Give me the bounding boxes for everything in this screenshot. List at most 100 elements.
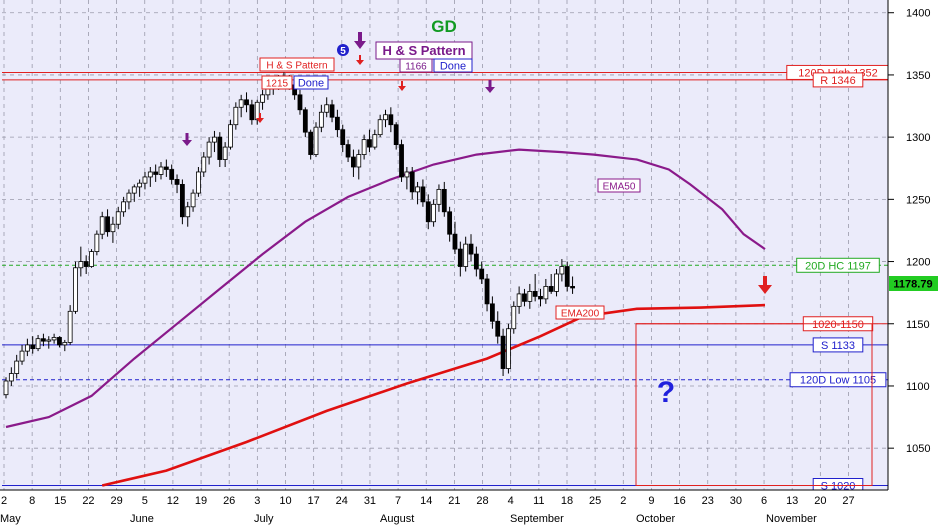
candle: [94, 230, 100, 256]
candle: [174, 174, 180, 194]
candle: [302, 107, 308, 138]
candle: [489, 296, 495, 329]
candle: [425, 194, 431, 230]
x-day-label: 6: [761, 495, 767, 507]
x-month-label: July: [254, 513, 274, 525]
x-day-label: 4: [508, 495, 514, 507]
y-axis: 1050 1100 1150 1200 1250 1300 1350 1400: [887, 0, 938, 528]
candle-body: [468, 243, 474, 255]
candle: [516, 286, 522, 314]
y-tick-label: 1400: [906, 8, 930, 20]
candle: [126, 189, 132, 210]
candle-body: [260, 94, 265, 103]
level-label: 20D HC 1197: [805, 260, 871, 272]
candle-body: [137, 182, 143, 188]
candle-body: [404, 171, 410, 178]
x-day-label: 22: [82, 495, 94, 507]
candle: [473, 246, 479, 277]
candle: [185, 201, 191, 227]
candle: [367, 129, 372, 153]
candle-body: [473, 253, 479, 270]
level-label-box: [812, 337, 864, 353]
candle: [57, 336, 62, 348]
candle-body: [495, 320, 501, 337]
candle-body: [367, 139, 372, 148]
candle-body: [30, 344, 36, 350]
ema200-line: [101, 303, 766, 487]
candle: [131, 184, 137, 202]
candle: [463, 236, 469, 272]
x-day-label: 17: [308, 495, 320, 507]
candle: [89, 249, 94, 268]
y-tick-label: 1150: [906, 319, 930, 331]
candle: [436, 184, 442, 212]
candle-body: [420, 186, 426, 203]
x-month-label: June: [130, 513, 154, 525]
candle-body: [89, 251, 94, 267]
label-1166: 1166: [405, 62, 427, 73]
level-label: S 1133: [821, 340, 855, 352]
done-2-label: Done: [440, 61, 466, 73]
candle-body: [532, 291, 538, 297]
candle-body: [51, 337, 57, 341]
candle: [190, 189, 196, 212]
ema200-label-box: [555, 305, 605, 320]
candle: [260, 89, 265, 110]
y-tick-label: 1300: [906, 132, 930, 144]
candle: [564, 261, 570, 292]
candle: [559, 259, 565, 282]
candle: [570, 276, 575, 294]
candle: [500, 328, 506, 377]
candle: [19, 344, 25, 365]
candle: [522, 288, 527, 307]
candle-body: [484, 278, 490, 305]
level-label-box: [789, 372, 887, 388]
candle-body: [441, 188, 447, 213]
x-day-label: 2: [1, 495, 7, 507]
candle: [105, 209, 110, 237]
x-day-label: 23: [702, 495, 714, 507]
x-day-label: 5: [142, 495, 148, 507]
candle: [484, 273, 490, 312]
question-mark: ?: [657, 376, 675, 409]
hs-pattern-small-label: H & S Pattern: [266, 61, 327, 72]
candle: [543, 278, 549, 304]
candle-body: [548, 286, 554, 292]
candle: [249, 99, 255, 125]
candle: [548, 273, 554, 294]
candle: [147, 166, 153, 187]
candle-body: [436, 188, 442, 205]
red-down-arrow-icon: [256, 113, 264, 123]
y-tick-label: 1350: [906, 70, 930, 82]
candle-body: [511, 305, 517, 330]
candle: [372, 129, 378, 150]
candle-body: [489, 303, 495, 322]
candle: [238, 94, 244, 118]
candle-body: [163, 166, 169, 170]
x-month-label: August: [380, 513, 414, 525]
candle-body: [110, 223, 116, 233]
y-tick-label: 1200: [906, 257, 930, 269]
level-label-box: [812, 72, 864, 88]
last-price-value: 1178.79: [893, 279, 932, 291]
candle: [318, 104, 324, 133]
candle-body: [126, 192, 132, 203]
x-day-label: 20: [814, 495, 826, 507]
wave-5-marker: [337, 44, 349, 56]
candle-body: [522, 293, 527, 302]
candle-body: [3, 380, 9, 396]
purple-down-arrow-icon: [354, 32, 366, 49]
candle-body: [8, 373, 14, 382]
candle: [399, 139, 404, 182]
candle: [452, 221, 458, 255]
ema50-line: [5, 148, 766, 429]
candle-body: [147, 171, 153, 178]
x-day-label: 25: [589, 495, 601, 507]
x-month-label: May: [0, 513, 21, 525]
candle: [334, 109, 340, 138]
candle: [345, 139, 351, 163]
red-down-arrow-icon: [398, 81, 406, 91]
annotations: GD H & S Pattern H & S Pattern 1215 Done…: [182, 17, 772, 409]
candle-body: [527, 291, 533, 302]
candle-body: [67, 310, 73, 343]
